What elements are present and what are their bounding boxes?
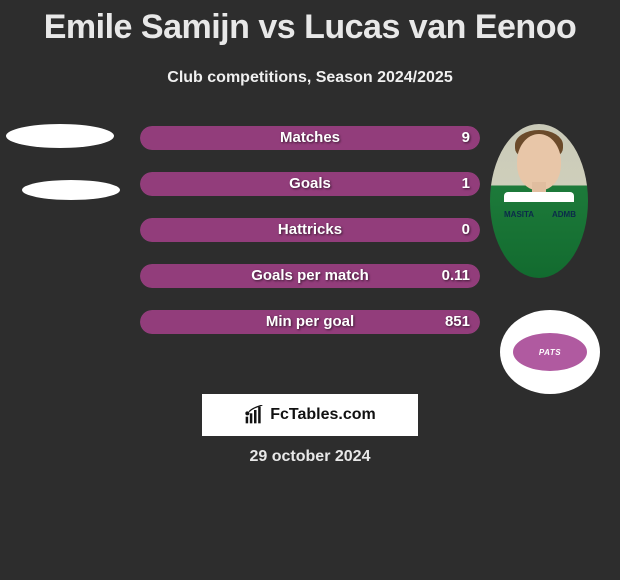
page-title: Emile Samijn vs Lucas van Eenoo [0,0,620,47]
site-name: FcTables.com [270,406,376,424]
stat-value: 1 [462,172,470,196]
stat-label: Goals [140,172,480,196]
signal-icon [244,405,264,425]
stat-value: 0 [462,218,470,242]
stat-value: 851 [445,310,470,334]
stat-value: 0.11 [442,264,470,288]
stat-label: Hattricks [140,218,480,242]
stat-row-goals: Goals 1 [140,172,480,196]
stat-row-hattricks: Hattricks 0 [140,218,480,242]
stat-label: Matches [140,126,480,150]
player1-placeholder-icon [6,124,114,148]
snapshot-date: 29 october 2024 [0,448,620,466]
stat-row-goals-per-match: Goals per match 0.11 [140,264,480,288]
stat-label: Goals per match [140,264,480,288]
stat-label: Min per goal [140,310,480,334]
player2-jersey-collar-icon [504,192,574,202]
stat-value: 9 [462,126,470,150]
jersey-sponsor-left: MASITA [504,210,534,219]
player2-photo: MASITA ADMB [490,124,588,278]
stat-row-matches: Matches 9 [140,126,480,150]
club-badge-label: PATS [513,333,587,371]
season-subtitle: Club competitions, Season 2024/2025 [0,69,620,87]
jersey-sponsor-right: ADMB [552,210,576,219]
player2-club-badge: PATS [500,310,600,394]
site-attribution[interactable]: FcTables.com [202,394,418,436]
stat-row-min-per-goal: Min per goal 851 [140,310,480,334]
player1-club-placeholder-icon [22,180,120,200]
stats-container: Matches 9 Goals 1 Hattricks 0 Goals per … [140,126,480,356]
